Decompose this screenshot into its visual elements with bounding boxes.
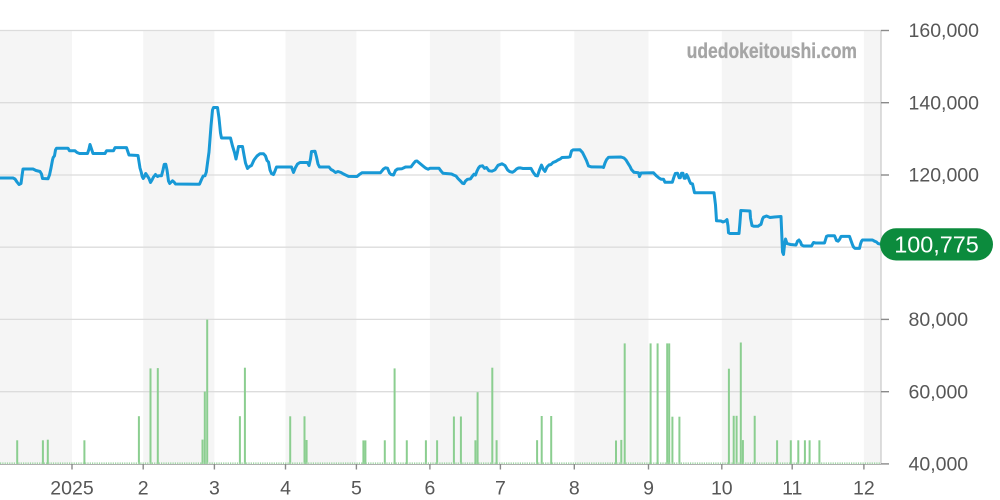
- svg-text:4: 4: [280, 478, 291, 500]
- svg-text:6: 6: [424, 478, 435, 500]
- svg-text:160,000: 160,000: [909, 20, 980, 42]
- svg-text:8: 8: [569, 478, 580, 500]
- svg-text:60,000: 60,000: [909, 381, 969, 403]
- svg-text:120,000: 120,000: [909, 165, 980, 187]
- svg-text:10: 10: [711, 478, 733, 500]
- svg-text:11: 11: [782, 478, 802, 500]
- svg-text:40,000: 40,000: [909, 454, 969, 476]
- svg-text:2: 2: [138, 478, 149, 500]
- svg-text:12: 12: [853, 478, 875, 500]
- svg-text:140,000: 140,000: [909, 92, 980, 114]
- svg-text:100,775: 100,775: [894, 231, 979, 257]
- svg-text:7: 7: [495, 478, 506, 500]
- svg-text:udedokeitoushi.com: udedokeitoushi.com: [687, 39, 857, 63]
- svg-text:80,000: 80,000: [909, 309, 969, 331]
- svg-text:9: 9: [643, 478, 654, 500]
- svg-text:3: 3: [209, 478, 220, 500]
- svg-text:2025: 2025: [50, 478, 94, 500]
- svg-text:5: 5: [351, 478, 362, 500]
